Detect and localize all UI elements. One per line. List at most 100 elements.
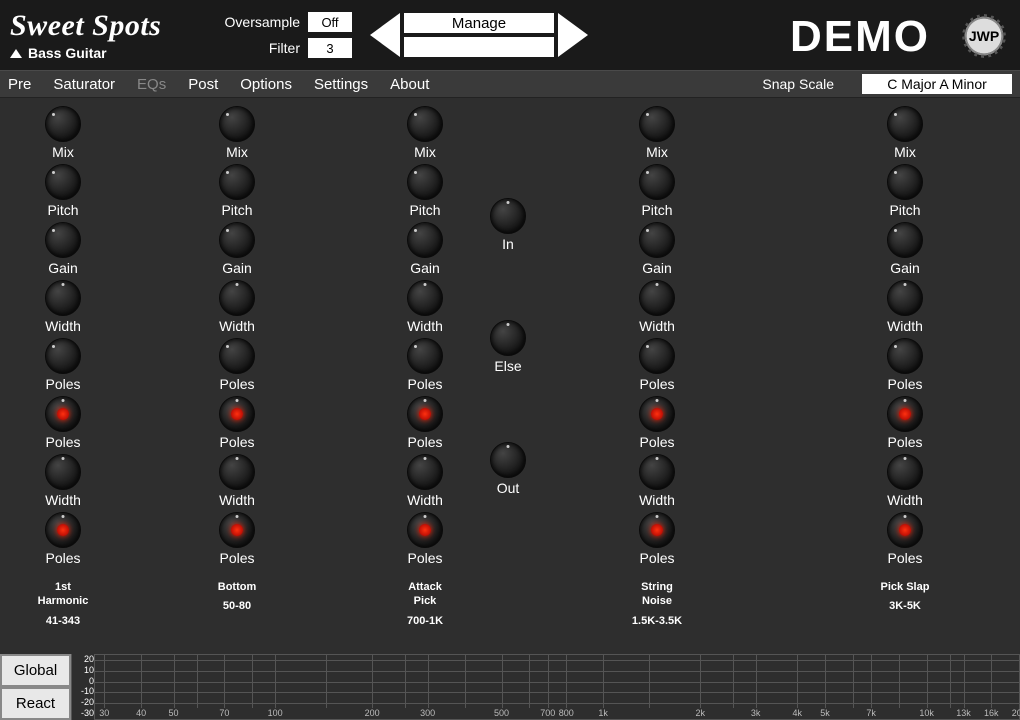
knob-label: In [502, 236, 514, 252]
knob-poles-2-4[interactable] [407, 338, 443, 374]
knob-gain-2-2[interactable] [407, 222, 443, 258]
vgrid-line [141, 655, 142, 708]
knob-label: Poles [407, 434, 442, 450]
header: Sweet Spots Bass Guitar Oversample Off F… [0, 0, 1020, 70]
knob-width-2-3[interactable] [407, 280, 443, 316]
knob-poles-4-7[interactable] [887, 512, 923, 548]
knob-label: Width [639, 492, 675, 508]
react-button[interactable]: React [0, 687, 71, 720]
knob-width-4-3[interactable] [887, 280, 923, 316]
demo-watermark: DEMO [790, 12, 930, 62]
knob-in[interactable] [490, 198, 526, 234]
knob-label: Poles [219, 434, 254, 450]
knob-gain-0-2[interactable] [45, 222, 81, 258]
knob-poles-2-7[interactable] [407, 512, 443, 548]
freq-tick: 3k [751, 708, 761, 718]
knob-width-2-6[interactable] [407, 454, 443, 490]
menu-post[interactable]: Post [188, 76, 218, 93]
menu-settings[interactable]: Settings [314, 76, 368, 93]
menu-options[interactable]: Options [240, 76, 292, 93]
knob-mix-0-0[interactable] [45, 106, 81, 142]
vgrid-line [756, 655, 757, 708]
knob-else[interactable] [490, 320, 526, 356]
knob-label: Width [219, 492, 255, 508]
knob-label: Width [407, 492, 443, 508]
knob-poles-2-5[interactable] [407, 396, 443, 432]
knob-poles-3-5[interactable] [639, 396, 675, 432]
knob-gain-4-2[interactable] [887, 222, 923, 258]
preset-up-icon[interactable] [10, 49, 22, 58]
knob-poles-1-5[interactable] [219, 396, 255, 432]
freq-tick: 800 [559, 708, 574, 718]
knob-pitch-2-1[interactable] [407, 164, 443, 200]
knob-width-3-3[interactable] [639, 280, 675, 316]
knob-poles-4-5[interactable] [887, 396, 923, 432]
menu-about[interactable]: About [390, 76, 429, 93]
knob-poles-0-4[interactable] [45, 338, 81, 374]
knob-label: Mix [52, 144, 74, 160]
scale-select[interactable]: C Major A Minor [862, 74, 1012, 94]
knob-mix-2-0[interactable] [407, 106, 443, 142]
knob-pitch-1-1[interactable] [219, 164, 255, 200]
knob-out[interactable] [490, 442, 526, 478]
db-tick: -30 [72, 709, 94, 719]
knob-poles-3-4[interactable] [639, 338, 675, 374]
vgrid-line [950, 655, 951, 708]
knob-label: Poles [887, 376, 922, 392]
preset-name: Bass Guitar [28, 45, 107, 61]
freq-tick: 1k [598, 708, 608, 718]
oversample-value[interactable]: Off [308, 12, 352, 32]
knob-width-4-6[interactable] [887, 454, 923, 490]
vgrid-line [372, 655, 373, 708]
knob-mix-3-0[interactable] [639, 106, 675, 142]
vgrid-line [566, 655, 567, 708]
freq-tick: 16k [984, 708, 999, 718]
vgrid-line [733, 655, 734, 708]
knob-width-0-6[interactable] [45, 454, 81, 490]
vgrid-line [405, 655, 406, 708]
center-column: InElseOut [478, 198, 538, 500]
db-tick: -20 [72, 698, 94, 708]
knob-mix-4-0[interactable] [887, 106, 923, 142]
filter-value[interactable]: 3 [308, 38, 352, 58]
hgrid-line [95, 682, 1019, 683]
knob-poles-3-7[interactable] [639, 512, 675, 548]
brand-badge[interactable]: JWP [962, 14, 1006, 58]
knob-label: Pitch [641, 202, 672, 218]
knob-width-1-3[interactable] [219, 280, 255, 316]
knob-label: Poles [639, 376, 674, 392]
knob-gain-3-2[interactable] [639, 222, 675, 258]
knob-width-3-6[interactable] [639, 454, 675, 490]
preset-slot-blank[interactable] [404, 37, 554, 57]
next-preset-button[interactable] [558, 13, 588, 57]
band-name: Pick Slap [881, 580, 930, 594]
band-range: 50-80 [223, 600, 251, 612]
menu-pre[interactable]: Pre [8, 76, 31, 93]
freq-tick: 500 [494, 708, 509, 718]
knob-width-0-3[interactable] [45, 280, 81, 316]
knob-poles-0-5[interactable] [45, 396, 81, 432]
freq-tick: 200 [365, 708, 380, 718]
knob-pitch-4-1[interactable] [887, 164, 923, 200]
global-button[interactable]: Global [0, 654, 71, 687]
brand-badge-text: JWP [969, 28, 999, 44]
knob-label: Pitch [221, 202, 252, 218]
prev-preset-button[interactable] [370, 13, 400, 57]
preset-row[interactable]: Bass Guitar [10, 45, 205, 61]
menu-saturator[interactable]: Saturator [53, 76, 115, 93]
knob-poles-1-7[interactable] [219, 512, 255, 548]
knob-poles-0-7[interactable] [45, 512, 81, 548]
vgrid-line [502, 655, 503, 708]
knob-mix-1-0[interactable] [219, 106, 255, 142]
knob-pitch-3-1[interactable] [639, 164, 675, 200]
knob-pitch-0-1[interactable] [45, 164, 81, 200]
menu-eqs[interactable]: EQs [137, 76, 166, 93]
knob-poles-4-4[interactable] [887, 338, 923, 374]
knob-width-1-6[interactable] [219, 454, 255, 490]
vgrid-line [899, 655, 900, 708]
band-name: 1stHarmonic [38, 580, 89, 609]
knob-gain-1-2[interactable] [219, 222, 255, 258]
knob-poles-1-4[interactable] [219, 338, 255, 374]
manage-button[interactable]: Manage [404, 13, 554, 33]
spectrum-display[interactable]: 304050701002003005007008001k2k3k4k5k7k10… [94, 654, 1020, 720]
